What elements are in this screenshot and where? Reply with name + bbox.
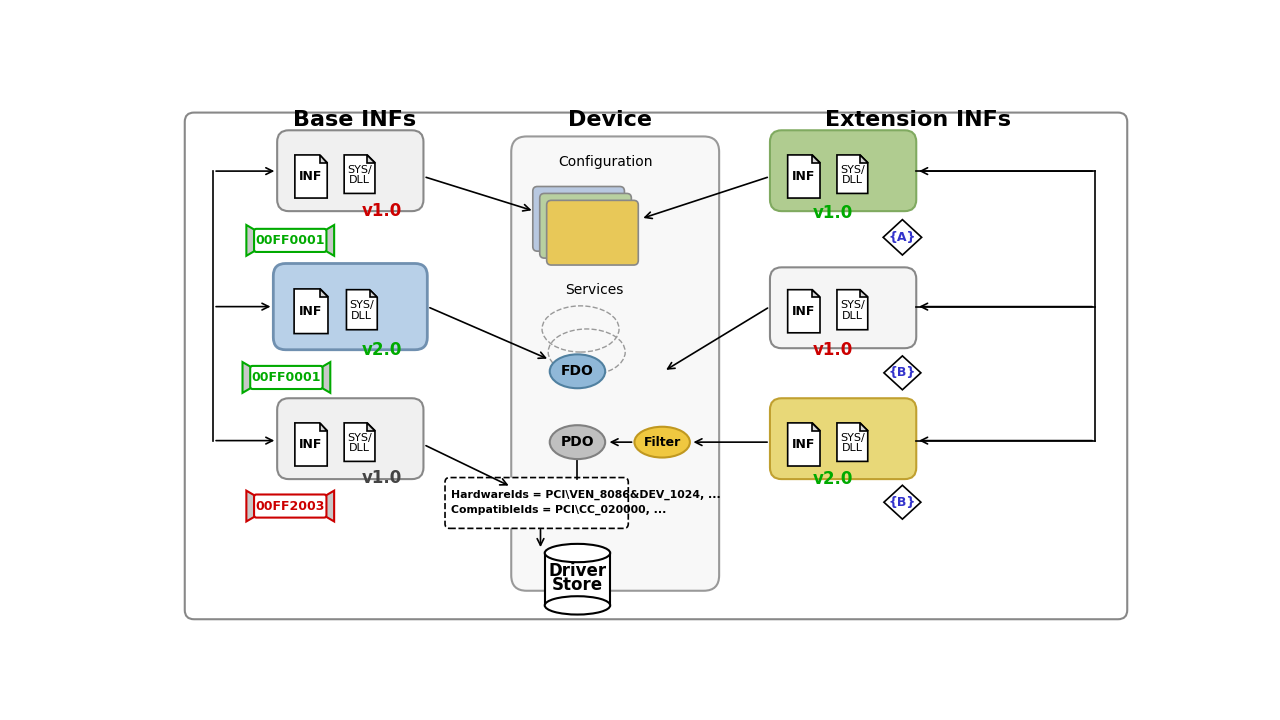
Text: DLL: DLL [351,311,372,321]
Text: SYS/: SYS/ [347,433,372,443]
Polygon shape [837,423,868,462]
Text: CompatibleIds = PCI\CC_020000, ...: CompatibleIds = PCI\CC_020000, ... [451,505,667,515]
Ellipse shape [549,354,605,388]
Text: {B}: {B} [888,366,916,379]
Text: SYS/: SYS/ [347,165,372,174]
Text: {A}: {A} [888,231,916,244]
Text: INF: INF [300,305,323,318]
FancyBboxPatch shape [278,130,424,211]
Ellipse shape [635,427,690,457]
Polygon shape [367,423,375,431]
Text: Configuration: Configuration [558,155,653,169]
FancyBboxPatch shape [532,186,625,251]
Text: {B}: {B} [888,495,916,509]
Text: 00FF0001: 00FF0001 [256,234,325,247]
Polygon shape [813,289,820,297]
Polygon shape [347,289,378,330]
Bar [545,553,611,606]
Text: Extension INFs: Extension INFs [824,109,1011,130]
Polygon shape [370,289,378,297]
FancyBboxPatch shape [250,366,323,389]
FancyBboxPatch shape [547,200,639,265]
Text: INF: INF [792,170,815,183]
FancyBboxPatch shape [511,137,719,590]
Polygon shape [320,155,328,163]
FancyBboxPatch shape [253,229,326,252]
FancyBboxPatch shape [771,267,916,348]
Polygon shape [787,155,820,198]
Polygon shape [813,423,820,431]
Text: PDO: PDO [561,435,594,449]
Text: Driver: Driver [548,562,607,580]
Text: v1.0: v1.0 [813,204,854,222]
Text: DLL: DLL [842,444,863,454]
FancyBboxPatch shape [540,194,631,258]
Polygon shape [294,289,328,333]
Polygon shape [325,225,334,256]
Polygon shape [320,423,328,431]
Text: v1.0: v1.0 [813,341,854,359]
FancyBboxPatch shape [274,264,428,350]
Polygon shape [242,362,252,393]
Text: v1.0: v1.0 [362,202,402,220]
Polygon shape [325,490,334,521]
Polygon shape [884,485,920,519]
Ellipse shape [545,544,611,562]
Text: INF: INF [792,305,815,318]
Text: Base INFs: Base INFs [293,109,416,130]
Text: HardwareIds = PCI\VEN_8086&DEV_1024, ...: HardwareIds = PCI\VEN_8086&DEV_1024, ... [451,490,721,500]
Polygon shape [860,423,868,431]
Text: SYS/: SYS/ [840,165,865,174]
Text: FDO: FDO [561,364,594,378]
Text: Store: Store [552,576,603,595]
Ellipse shape [549,426,605,459]
Text: 00FF2003: 00FF2003 [256,500,325,513]
FancyBboxPatch shape [184,112,1128,619]
Polygon shape [837,289,868,330]
Polygon shape [884,356,920,390]
Polygon shape [246,225,256,256]
Text: DLL: DLL [842,311,863,321]
Polygon shape [344,423,375,462]
Polygon shape [367,155,375,163]
FancyBboxPatch shape [445,477,628,528]
Polygon shape [294,155,328,198]
Text: DLL: DLL [349,176,370,185]
Polygon shape [344,155,375,194]
Text: SYS/: SYS/ [840,300,865,310]
FancyBboxPatch shape [771,398,916,479]
Ellipse shape [545,596,611,615]
Text: INF: INF [300,170,323,183]
Text: v2.0: v2.0 [362,341,402,359]
Text: SYS/: SYS/ [840,433,865,443]
Polygon shape [860,155,868,163]
Text: SYS/: SYS/ [349,300,374,310]
Polygon shape [246,490,256,521]
Text: Filter: Filter [644,436,681,449]
Polygon shape [813,155,820,163]
Polygon shape [787,423,820,466]
Text: v1.0: v1.0 [362,469,402,487]
Text: Services: Services [566,284,623,297]
Polygon shape [883,220,922,255]
Text: INF: INF [792,438,815,451]
FancyBboxPatch shape [771,130,916,211]
FancyBboxPatch shape [253,495,326,518]
Text: Device: Device [568,109,652,130]
Polygon shape [787,289,820,333]
Polygon shape [320,289,328,297]
Text: DLL: DLL [842,176,863,185]
Text: DLL: DLL [349,444,370,454]
Polygon shape [837,155,868,194]
Polygon shape [294,423,328,466]
Text: 00FF0001: 00FF0001 [252,371,321,384]
Polygon shape [860,289,868,297]
Text: v2.0: v2.0 [813,470,854,488]
Text: INF: INF [300,438,323,451]
Polygon shape [321,362,330,393]
FancyBboxPatch shape [278,398,424,479]
